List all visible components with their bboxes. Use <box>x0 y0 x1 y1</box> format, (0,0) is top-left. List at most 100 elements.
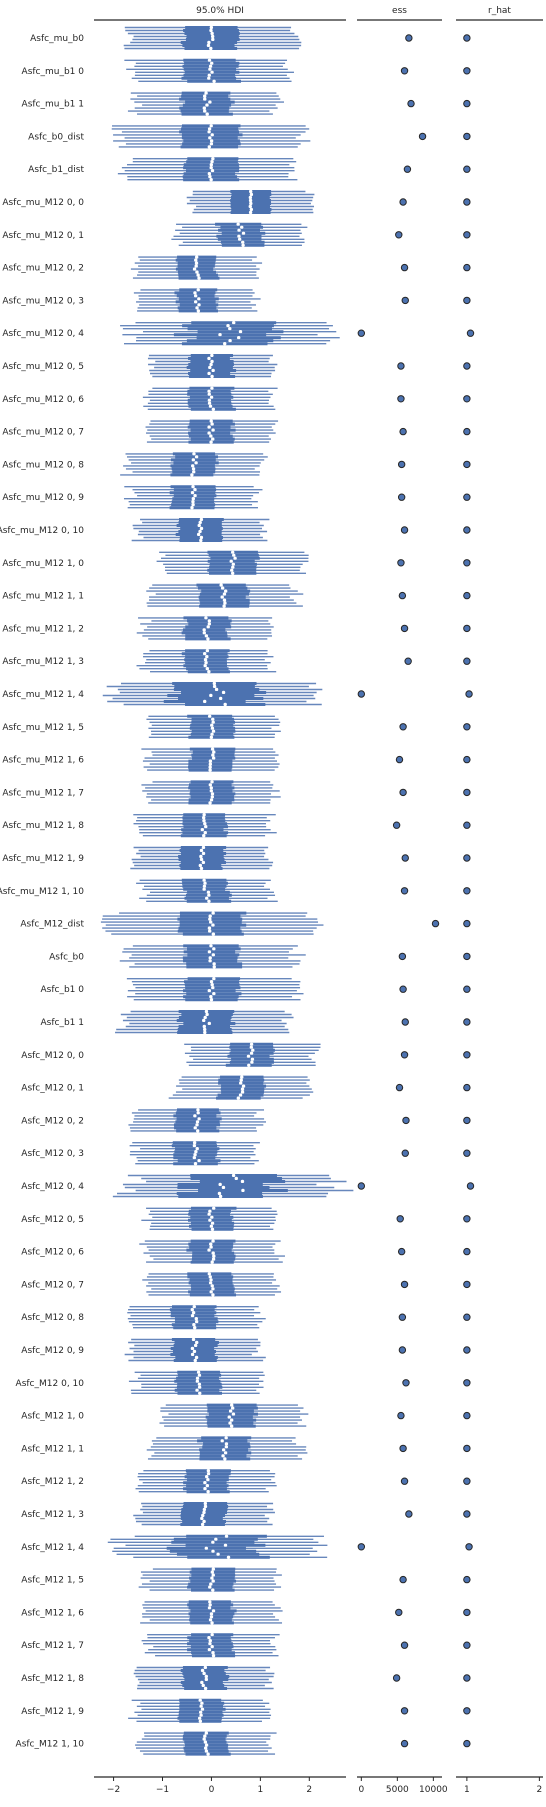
rhat-point-24 <box>463 821 471 829</box>
median-point-1-5 <box>207 73 211 78</box>
ess-point-27 <box>431 919 440 928</box>
median-point-14-0 <box>191 485 195 489</box>
median-point-41-7 <box>198 1391 202 1396</box>
median-point-6-6 <box>241 240 245 244</box>
median-point-43-6 <box>221 1454 225 1458</box>
median-point-46-7 <box>226 1555 231 1560</box>
ess-point-15 <box>400 526 409 534</box>
median-point-12-7 <box>209 440 213 444</box>
median-point-39-2 <box>191 1311 196 1315</box>
median-point-42-7 <box>229 1424 234 1428</box>
median-point-50-6 <box>201 1683 205 1688</box>
median-point-12-6 <box>211 437 215 441</box>
median-point-29-6 <box>209 995 213 999</box>
median-point-10-5 <box>211 368 215 373</box>
median-point-45-2 <box>202 1507 207 1512</box>
median-point-0-2 <box>210 31 214 36</box>
row-label-52: Asfc_M12 1, 10 <box>16 1740 85 1750</box>
median-point-30-1 <box>205 1012 209 1017</box>
median-point-11-1 <box>207 389 211 393</box>
median-point-28-5 <box>208 959 212 963</box>
median-point-44-1 <box>206 1472 211 1476</box>
median-point-29-0 <box>212 977 216 981</box>
row-label-4: Asfc_b1_dist <box>28 165 84 175</box>
median-point-47-4 <box>211 1579 215 1583</box>
row-label-24: Asfc_mu_M12 1, 8 <box>2 821 84 831</box>
median-point-26-7 <box>207 899 211 903</box>
median-point-44-0 <box>206 1469 211 1473</box>
ess-point-14 <box>397 493 406 501</box>
median-point-25-7 <box>199 866 204 871</box>
median-point-4-3 <box>209 166 213 170</box>
x-tick-label-0-0: −2 <box>107 1785 120 1795</box>
median-point-2-7 <box>205 112 209 116</box>
median-point-10-2 <box>210 359 214 364</box>
median-point-47-6 <box>208 1585 212 1589</box>
median-point-35-1 <box>234 1176 238 1181</box>
row-label-12: Asfc_mu_M12 0, 7 <box>2 428 84 438</box>
median-point-22-4 <box>208 759 213 763</box>
median-point-20-1 <box>212 684 217 689</box>
median-point-35-7 <box>218 1194 223 1199</box>
row-label-21: Asfc_mu_M12 1, 5 <box>2 723 84 733</box>
median-point-37-4 <box>211 1251 215 1255</box>
ess-point-43 <box>399 1444 407 1453</box>
median-point-51-7 <box>198 1719 203 1724</box>
rhat-point-16 <box>463 559 471 567</box>
median-point-38-7 <box>211 1293 215 1297</box>
median-point-18-3 <box>206 625 210 629</box>
median-point-13-0 <box>192 452 196 456</box>
median-point-6-3 <box>241 231 246 235</box>
median-point-2-6 <box>203 109 207 113</box>
median-point-26-6 <box>205 896 209 900</box>
ess-point-13 <box>397 460 406 469</box>
median-point-46-1 <box>214 1537 218 1542</box>
ess-point-51 <box>400 1707 409 1715</box>
median-point-29-2 <box>210 983 214 987</box>
median-point-17-3 <box>222 592 227 596</box>
row-label-43: Asfc_M12 1, 1 <box>21 1444 84 1454</box>
median-point-44-6 <box>203 1487 207 1491</box>
median-point-22-0 <box>210 747 215 751</box>
median-point-41-3 <box>195 1379 200 1384</box>
median-point-31-0 <box>249 1042 254 1047</box>
row-label-46: Asfc_M12 1, 4 <box>21 1543 84 1553</box>
median-point-28-6 <box>212 962 216 966</box>
median-point-1-4 <box>210 70 214 75</box>
rhat-point-6 <box>463 231 471 239</box>
median-point-22-7 <box>208 768 212 772</box>
rhat-point-44 <box>463 1477 471 1485</box>
rhat-point-27 <box>463 919 471 928</box>
median-point-48-7 <box>210 1621 214 1625</box>
median-point-29-3 <box>211 986 215 990</box>
median-point-31-3 <box>249 1051 254 1056</box>
rhat-point-26 <box>463 887 471 895</box>
median-point-38-2 <box>209 1278 213 1282</box>
median-point-13-4 <box>190 464 195 468</box>
median-point-8-4 <box>193 300 198 304</box>
ess-point-35 <box>357 1182 366 1190</box>
median-point-6-2 <box>237 228 241 232</box>
median-point-16-1 <box>232 553 236 557</box>
median-point-17-7 <box>222 604 226 608</box>
median-point-43-3 <box>224 1445 229 1449</box>
median-point-30-5 <box>202 1024 207 1029</box>
ess-point-1 <box>400 67 409 75</box>
median-point-19-0 <box>205 649 210 653</box>
median-point-1-3 <box>208 67 212 72</box>
median-point-32-5 <box>240 1090 245 1094</box>
rhat-point-37 <box>463 1247 471 1256</box>
rhat-point-39 <box>463 1313 471 1321</box>
median-point-48-5 <box>209 1615 214 1619</box>
rhat-point-48 <box>463 1608 471 1617</box>
median-point-2-4 <box>205 103 209 107</box>
median-point-7-3 <box>194 264 198 268</box>
median-point-38-6 <box>209 1290 213 1294</box>
ess-point-26 <box>400 887 409 895</box>
median-point-22-5 <box>208 762 213 766</box>
row-label-48: Asfc_M12 1, 6 <box>21 1608 84 1618</box>
ess-point-47 <box>399 1575 407 1584</box>
median-point-0-6 <box>206 43 211 48</box>
median-point-16-6 <box>230 568 234 572</box>
median-point-41-4 <box>197 1382 202 1387</box>
